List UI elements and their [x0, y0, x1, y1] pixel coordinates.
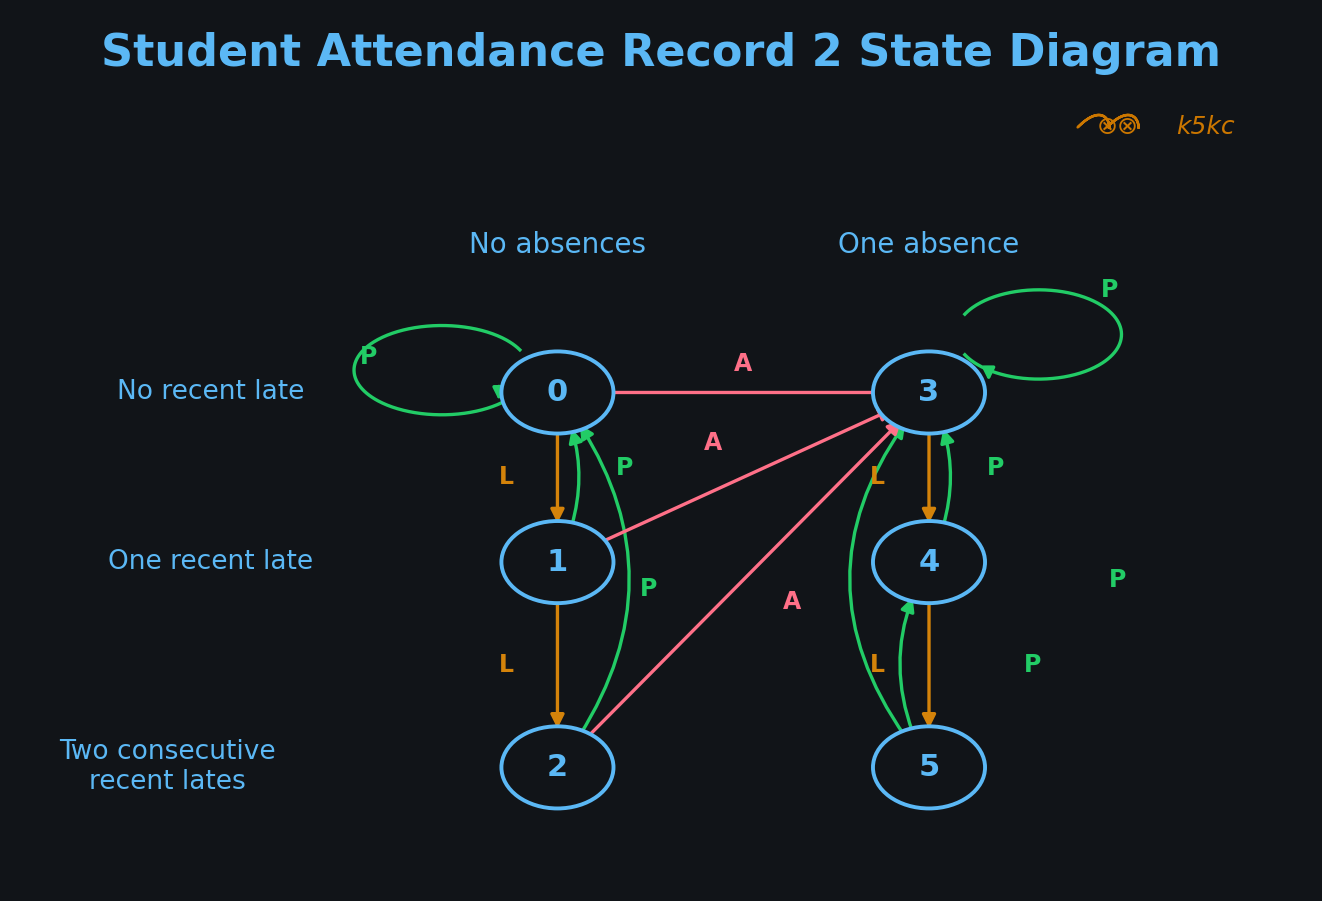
Text: L: L: [498, 465, 514, 489]
Text: 2: 2: [547, 753, 568, 782]
Text: One recent late: One recent late: [107, 549, 313, 575]
Text: A: A: [734, 352, 752, 376]
Circle shape: [501, 726, 613, 808]
Text: One absence: One absence: [838, 232, 1019, 259]
Text: A: A: [783, 590, 801, 614]
Text: No recent late: No recent late: [116, 379, 304, 405]
Text: L: L: [870, 652, 886, 677]
Text: P: P: [1109, 568, 1126, 592]
Text: L: L: [870, 465, 886, 489]
Text: P: P: [360, 345, 377, 369]
Circle shape: [501, 521, 613, 603]
Text: P: P: [640, 577, 657, 601]
Text: P: P: [988, 456, 1005, 480]
Circle shape: [873, 521, 985, 603]
Text: A: A: [703, 432, 722, 455]
Text: 1: 1: [547, 548, 568, 577]
Text: 4: 4: [919, 548, 940, 577]
Text: P: P: [1101, 278, 1118, 302]
Circle shape: [873, 726, 985, 808]
Text: 0: 0: [547, 378, 568, 407]
Text: Two consecutive
recent lates: Two consecutive recent lates: [59, 740, 276, 796]
Text: P: P: [616, 456, 633, 480]
Circle shape: [501, 351, 613, 433]
Text: P: P: [1023, 652, 1042, 677]
Text: 3: 3: [919, 378, 940, 407]
Text: 5: 5: [919, 753, 940, 782]
Text: L: L: [498, 652, 514, 677]
Circle shape: [873, 351, 985, 433]
Text: ⊗⊗: ⊗⊗: [1097, 115, 1138, 140]
Text: k5kc: k5kc: [1177, 115, 1235, 140]
Text: No absences: No absences: [469, 232, 646, 259]
Text: Student Attendance Record 2 State Diagram: Student Attendance Record 2 State Diagra…: [100, 32, 1222, 75]
